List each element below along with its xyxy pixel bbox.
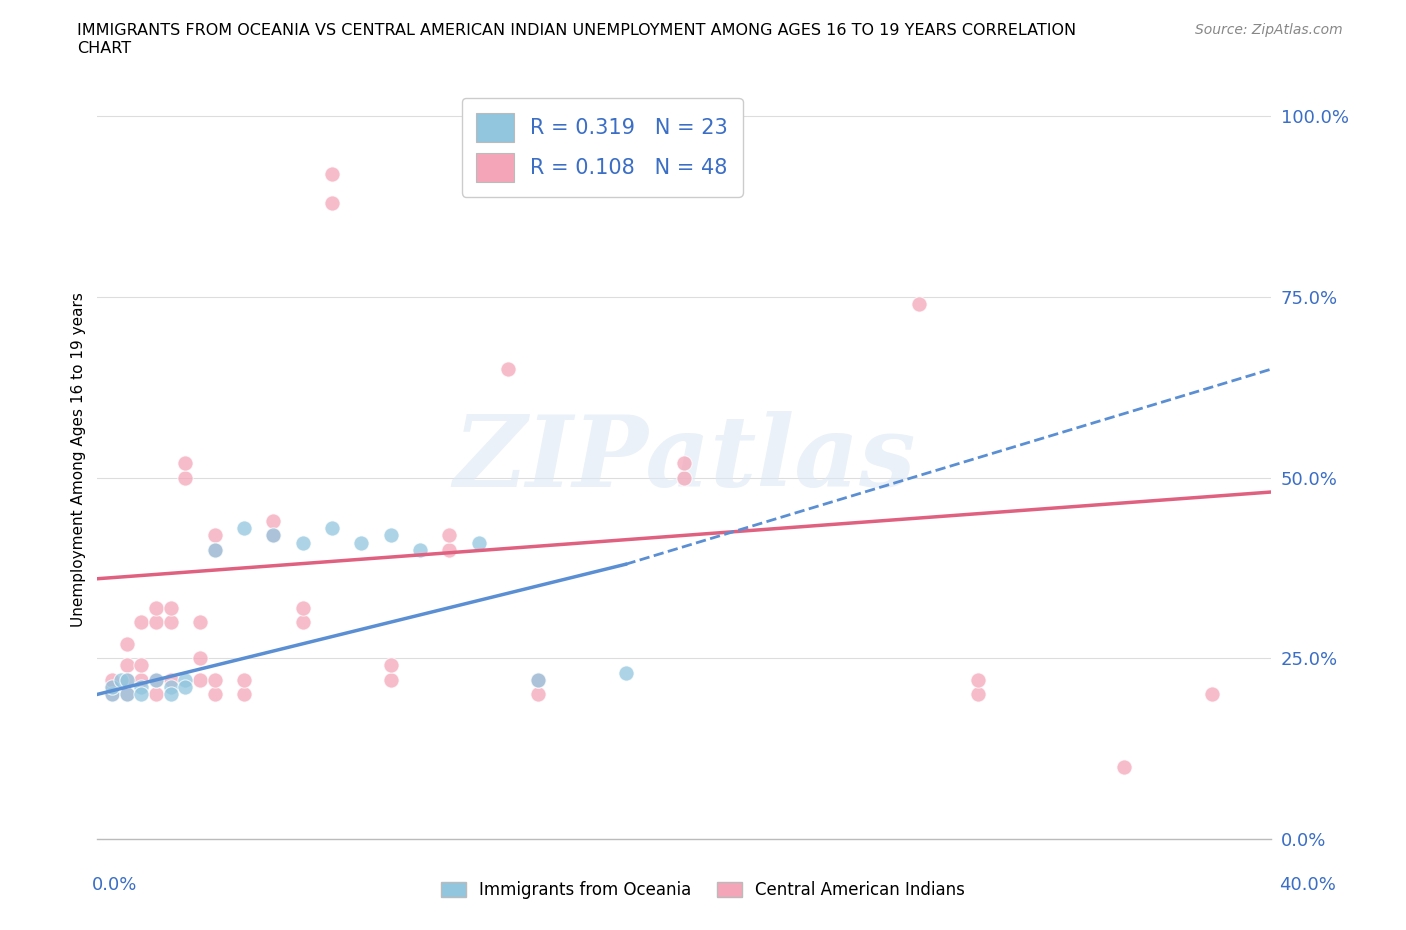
Point [673, 471, 696, 485]
Point [496, 362, 519, 377]
Point [468, 535, 491, 550]
Point [291, 615, 314, 630]
Point [115, 636, 138, 651]
Point [262, 513, 284, 528]
Point [174, 672, 197, 687]
Point [380, 658, 402, 673]
Point [350, 535, 373, 550]
Point [262, 528, 284, 543]
Point [526, 672, 548, 687]
Point [115, 687, 138, 702]
Point [1201, 687, 1223, 702]
Point [131, 658, 153, 673]
Point [101, 687, 124, 702]
Point [101, 672, 124, 687]
Point [174, 456, 197, 471]
Point [262, 528, 284, 543]
Point [174, 680, 197, 695]
Point [439, 528, 461, 543]
Point [908, 297, 931, 312]
Point [204, 542, 226, 557]
Point [131, 672, 153, 687]
Point [380, 672, 402, 687]
Point [673, 456, 696, 471]
Point [145, 600, 167, 615]
Point [159, 672, 181, 687]
Point [233, 672, 256, 687]
Point [380, 528, 402, 543]
Point [409, 542, 432, 557]
Point [101, 680, 124, 695]
Point [204, 528, 226, 543]
Point [101, 680, 124, 695]
Point [204, 672, 226, 687]
Point [115, 672, 138, 687]
Text: 40.0%: 40.0% [1279, 876, 1336, 895]
Point [115, 658, 138, 673]
Point [321, 521, 343, 536]
Point [233, 521, 256, 536]
Point [145, 615, 167, 630]
Point [188, 615, 211, 630]
Point [131, 687, 153, 702]
Point [131, 680, 153, 695]
Point [159, 680, 181, 695]
Point [204, 542, 226, 557]
Point [174, 471, 197, 485]
Point [188, 672, 211, 687]
Point [1114, 759, 1136, 774]
Point [188, 651, 211, 666]
Point [291, 600, 314, 615]
Point [145, 672, 167, 687]
Point [159, 687, 181, 702]
Point [526, 687, 548, 702]
Point [145, 687, 167, 702]
Point [233, 687, 256, 702]
Point [966, 687, 988, 702]
Point [204, 687, 226, 702]
Y-axis label: Unemployment Among Ages 16 to 19 years: Unemployment Among Ages 16 to 19 years [72, 292, 86, 627]
Text: 0.0%: 0.0% [91, 876, 136, 895]
Point [101, 687, 124, 702]
Text: IMMIGRANTS FROM OCEANIA VS CENTRAL AMERICAN INDIAN UNEMPLOYMENT AMONG AGES 16 TO: IMMIGRANTS FROM OCEANIA VS CENTRAL AMERI… [77, 23, 1077, 56]
Legend: R = 0.319   N = 23, R = 0.108   N = 48: R = 0.319 N = 23, R = 0.108 N = 48 [461, 98, 742, 196]
Text: Source: ZipAtlas.com: Source: ZipAtlas.com [1195, 23, 1343, 37]
Point [966, 672, 988, 687]
Point [115, 672, 138, 687]
Point [526, 672, 548, 687]
Point [614, 665, 637, 680]
Point [115, 687, 138, 702]
Text: ZIPatlas: ZIPatlas [453, 411, 915, 508]
Point [321, 195, 343, 210]
Point [110, 672, 132, 687]
Point [159, 615, 181, 630]
Point [159, 600, 181, 615]
Point [131, 615, 153, 630]
Point [439, 542, 461, 557]
Point [145, 672, 167, 687]
Point [291, 535, 314, 550]
Point [321, 166, 343, 181]
Legend: Immigrants from Oceania, Central American Indians: Immigrants from Oceania, Central America… [433, 873, 973, 908]
